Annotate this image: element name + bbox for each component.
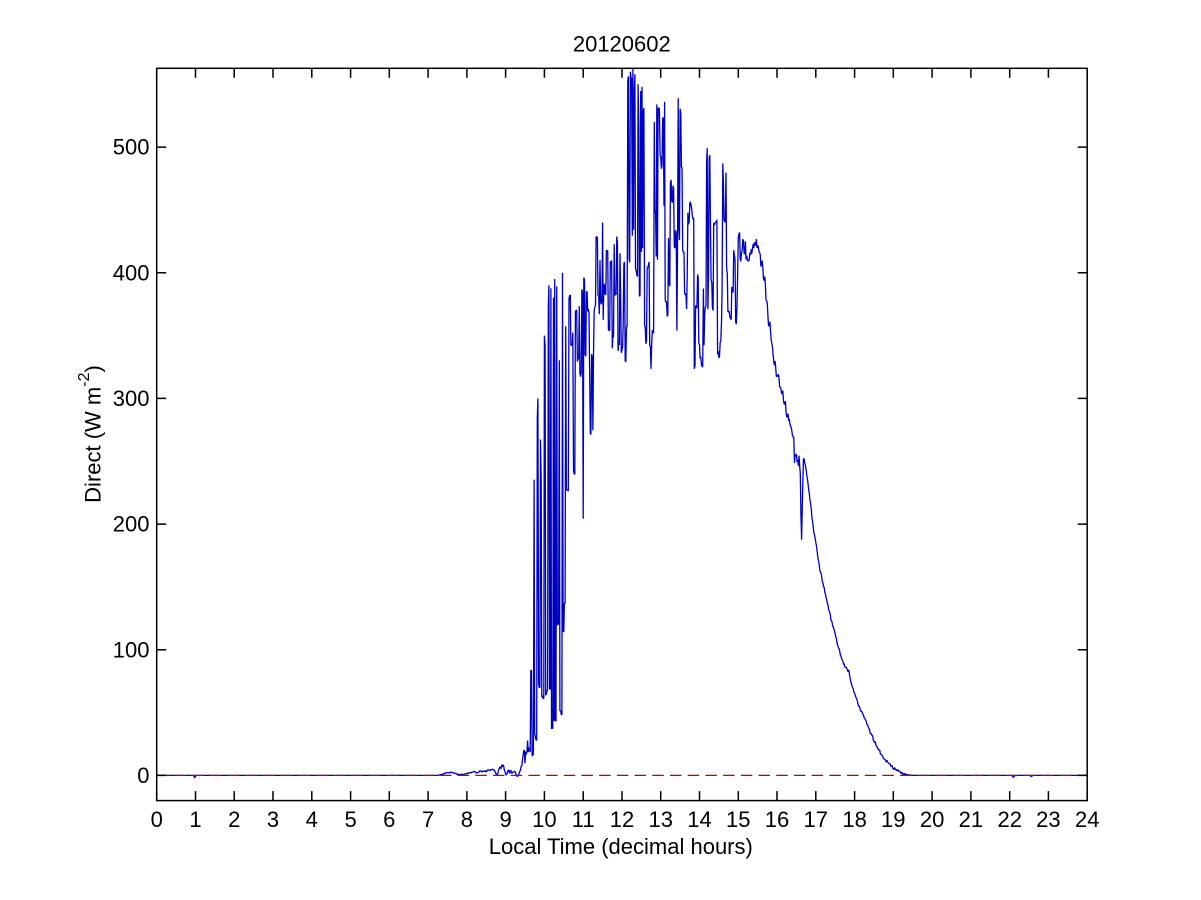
svg-text:4: 4 bbox=[306, 807, 318, 832]
svg-text:2: 2 bbox=[228, 807, 240, 832]
svg-text:23: 23 bbox=[1036, 807, 1060, 832]
svg-text:13: 13 bbox=[648, 807, 672, 832]
svg-text:12: 12 bbox=[610, 807, 634, 832]
svg-text:9: 9 bbox=[499, 807, 511, 832]
svg-text:10: 10 bbox=[532, 807, 556, 832]
svg-text:11: 11 bbox=[572, 807, 595, 832]
svg-text:5: 5 bbox=[344, 807, 356, 832]
svg-text:1: 1 bbox=[189, 807, 201, 832]
svg-text:300: 300 bbox=[113, 386, 150, 411]
svg-text:400: 400 bbox=[113, 260, 150, 285]
svg-text:0: 0 bbox=[151, 807, 163, 832]
svg-text:3: 3 bbox=[267, 807, 279, 832]
svg-text:6: 6 bbox=[383, 807, 395, 832]
svg-text:Direct (W m-2): Direct (W m-2) bbox=[76, 365, 106, 503]
svg-text:14: 14 bbox=[687, 807, 711, 832]
svg-text:100: 100 bbox=[113, 637, 150, 662]
svg-text:200: 200 bbox=[113, 512, 150, 537]
svg-text:22: 22 bbox=[997, 807, 1021, 832]
svg-text:19: 19 bbox=[881, 807, 905, 832]
svg-text:20: 20 bbox=[920, 807, 944, 832]
svg-text:16: 16 bbox=[765, 807, 789, 832]
svg-text:15: 15 bbox=[726, 807, 750, 832]
svg-text:21: 21 bbox=[959, 807, 983, 832]
svg-text:500: 500 bbox=[113, 135, 150, 160]
svg-text:Local Time (decimal hours): Local Time (decimal hours) bbox=[489, 834, 753, 859]
svg-text:8: 8 bbox=[461, 807, 473, 832]
svg-text:7: 7 bbox=[422, 807, 434, 832]
svg-text:17: 17 bbox=[804, 807, 828, 832]
svg-text:0: 0 bbox=[137, 763, 149, 788]
svg-text:20120602: 20120602 bbox=[573, 32, 671, 57]
svg-text:24: 24 bbox=[1075, 807, 1099, 832]
svg-text:18: 18 bbox=[842, 807, 866, 832]
